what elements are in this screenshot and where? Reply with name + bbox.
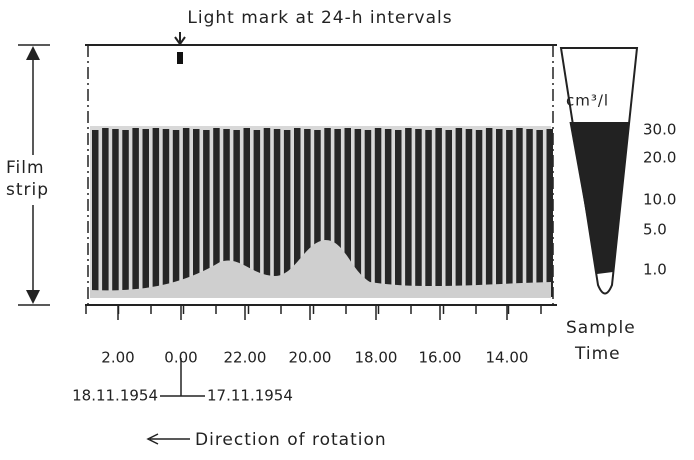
scale-unit: cm³/l xyxy=(566,92,609,110)
bar xyxy=(465,129,473,297)
bar xyxy=(102,128,109,296)
bar xyxy=(162,129,170,297)
date: 18.11.1954 xyxy=(72,387,158,405)
light-mark xyxy=(177,52,183,64)
bar xyxy=(283,130,291,298)
time-tick-label: 14.00 xyxy=(486,349,529,367)
cone-sediment xyxy=(569,122,629,274)
bar xyxy=(294,128,301,296)
time-tick-label: 18.00 xyxy=(355,349,398,367)
time-tick-label: 16.00 xyxy=(419,349,462,367)
bar xyxy=(506,130,513,298)
bar xyxy=(374,128,382,296)
time-tick-label: 2.00 xyxy=(101,349,134,367)
film-label: Film xyxy=(6,158,45,178)
time-label: Time xyxy=(574,344,621,364)
bar xyxy=(304,129,311,297)
bar xyxy=(364,130,372,298)
bar xyxy=(233,130,240,298)
scale: 30.0 20.0 10.0 5.0 1.0 xyxy=(643,121,676,279)
bar xyxy=(243,128,250,296)
rotation-arrowhead xyxy=(146,433,159,445)
bar xyxy=(445,130,452,298)
bar xyxy=(203,130,210,298)
bar xyxy=(425,130,432,298)
bar xyxy=(132,128,139,296)
bar xyxy=(354,129,362,297)
bar xyxy=(172,130,180,298)
scale-label: 20.0 xyxy=(643,149,676,167)
time-tick-label: 20.00 xyxy=(289,349,332,367)
bar xyxy=(182,128,190,296)
bar xyxy=(496,129,503,297)
date: 17.11.1954 xyxy=(207,387,293,405)
bar xyxy=(122,130,129,298)
bar xyxy=(193,129,200,297)
label-bg xyxy=(2,155,62,205)
bar xyxy=(273,129,281,297)
sample-label: Sample xyxy=(566,318,636,338)
bar xyxy=(526,129,533,297)
scale-label: 10.0 xyxy=(643,191,676,209)
bar xyxy=(415,129,422,297)
bar xyxy=(405,128,412,296)
bar xyxy=(142,129,149,297)
bar xyxy=(435,128,442,296)
bar xyxy=(213,128,220,296)
bar xyxy=(314,130,321,298)
bar xyxy=(395,130,402,298)
bar xyxy=(324,128,331,296)
scale-label: 5.0 xyxy=(643,221,667,239)
time-tick-label: 0.00 xyxy=(164,349,197,367)
bar xyxy=(516,128,523,296)
bar xyxy=(475,130,483,298)
light-area xyxy=(90,240,551,298)
scale-label: 30.0 xyxy=(643,121,676,139)
bar xyxy=(536,130,543,298)
bar xyxy=(455,128,463,296)
bar xyxy=(384,129,392,297)
bar xyxy=(546,129,553,297)
bar xyxy=(334,129,341,297)
title: Light mark at 24-h intervals xyxy=(187,8,452,28)
scale-label: 1.0 xyxy=(643,261,667,279)
time-tick-label: 22.00 xyxy=(224,349,267,367)
sediment-bars xyxy=(92,128,553,298)
bar xyxy=(344,128,351,296)
footer: Direction of rotation xyxy=(195,430,387,450)
bar xyxy=(253,130,261,298)
bar xyxy=(485,128,493,296)
time-ticks: 2.00 0.00 22.00 20.00 18.00 16.00 14.00 xyxy=(85,305,542,367)
bar xyxy=(263,128,271,296)
bar xyxy=(152,128,160,296)
bar xyxy=(112,129,119,297)
film-label: strip xyxy=(6,180,49,200)
bar xyxy=(223,129,230,297)
bar xyxy=(92,130,99,298)
